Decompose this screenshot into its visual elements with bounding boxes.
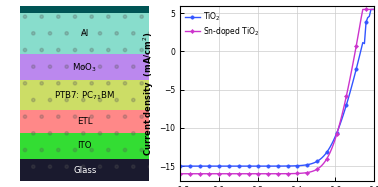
TiO$_2$	[230, 165, 234, 167]
TiO$_2$	[311, 162, 316, 164]
Sn-doped TiO$_2$	[372, 8, 376, 10]
Sn-doped TiO$_2$	[285, 173, 290, 175]
TiO$_2$	[218, 165, 223, 167]
Line: Sn-doped TiO$_2$: Sn-doped TiO$_2$	[178, 8, 376, 175]
Sn-doped TiO$_2$	[311, 170, 316, 172]
Bar	[20, 159, 149, 181]
TiO$_2$	[372, 8, 376, 10]
Text: ETL: ETL	[77, 117, 93, 126]
Bar	[20, 110, 149, 133]
Bar	[20, 80, 149, 110]
Bar	[20, 54, 149, 80]
Bar	[20, 133, 149, 159]
Text: MoO$_3$: MoO$_3$	[72, 61, 97, 73]
Sn-doped TiO$_2$	[361, 8, 365, 10]
Bar	[20, 159, 149, 181]
Bar	[20, 110, 149, 133]
Text: Al: Al	[81, 29, 89, 38]
TiO$_2$	[178, 165, 182, 167]
TiO$_2$	[331, 140, 336, 142]
Bar	[20, 6, 149, 13]
Sn-doped TiO$_2$	[178, 173, 182, 175]
TiO$_2$	[369, 8, 373, 10]
Bar	[20, 13, 149, 54]
Bar	[20, 133, 149, 159]
Legend: TiO$_2$, Sn-doped TiO$_2$: TiO$_2$, Sn-doped TiO$_2$	[181, 7, 262, 41]
Sn-doped TiO$_2$	[218, 173, 223, 175]
Bar	[20, 13, 149, 54]
Sn-doped TiO$_2$	[367, 8, 372, 10]
Sn-doped TiO$_2$	[331, 143, 336, 145]
Text: PTB7: PC$_{71}$BM: PTB7: PC$_{71}$BM	[54, 89, 115, 102]
Sn-doped TiO$_2$	[230, 173, 234, 175]
Y-axis label: Current density  (mA/cm$^2$): Current density (mA/cm$^2$)	[142, 31, 156, 156]
Text: ITO: ITO	[77, 141, 92, 150]
TiO$_2$	[366, 17, 370, 19]
Line: TiO$_2$: TiO$_2$	[178, 8, 376, 168]
Bar	[20, 54, 149, 80]
Text: Glass: Glass	[73, 166, 96, 175]
TiO$_2$	[285, 165, 290, 167]
Bar	[20, 80, 149, 110]
